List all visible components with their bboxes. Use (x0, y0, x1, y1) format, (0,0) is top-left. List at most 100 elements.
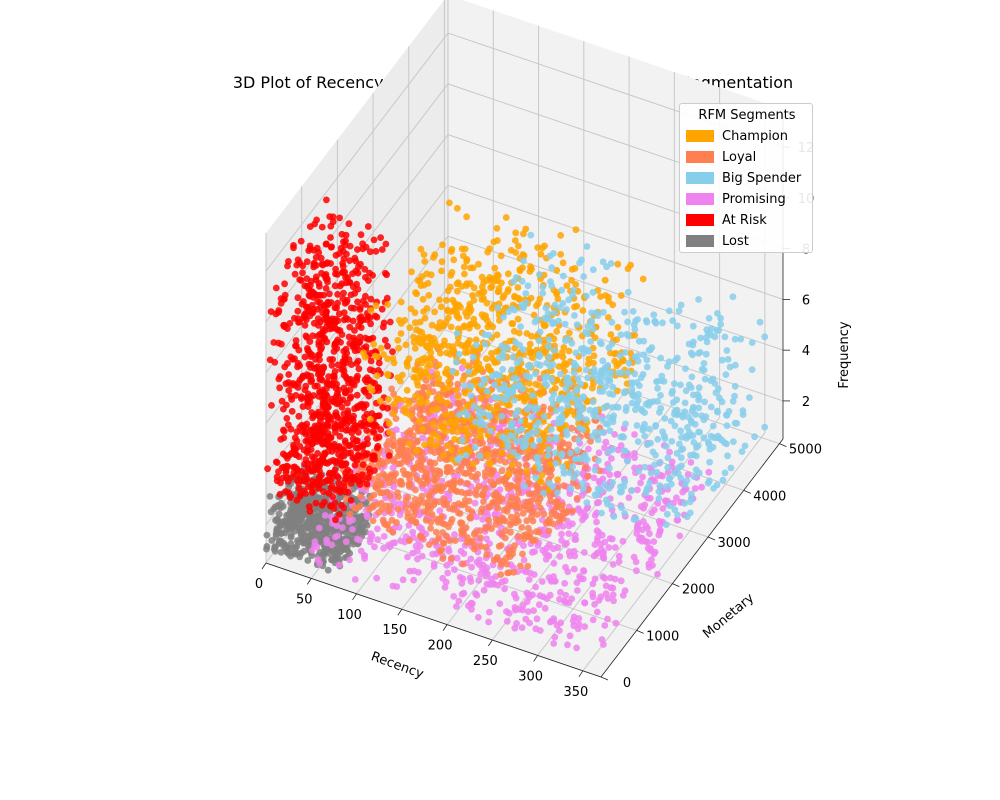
data-point (354, 451, 362, 459)
data-point (508, 366, 516, 374)
legend-item: Loyal (686, 149, 756, 165)
data-point (511, 306, 518, 314)
data-point (588, 317, 595, 325)
data-point (652, 422, 659, 430)
data-point (601, 444, 608, 452)
data-point (681, 399, 689, 407)
data-point (527, 231, 535, 239)
data-point (319, 261, 327, 269)
data-point (436, 396, 444, 404)
data-point (619, 537, 627, 545)
data-point (462, 452, 470, 459)
data-point (425, 389, 432, 397)
y-tick (779, 443, 787, 448)
data-point (468, 563, 475, 571)
data-point (576, 400, 583, 407)
data-point (634, 526, 641, 533)
data-point (570, 565, 578, 573)
data-point (370, 340, 378, 348)
data-point (375, 412, 383, 420)
data-point (514, 315, 522, 323)
data-point (434, 434, 442, 442)
data-point (324, 404, 331, 412)
data-point (604, 420, 612, 428)
data-point (448, 426, 456, 434)
data-point (589, 616, 597, 624)
data-point (496, 518, 504, 526)
data-point (340, 347, 348, 355)
data-point (354, 357, 362, 365)
data-point (410, 576, 417, 584)
data-point (535, 382, 543, 389)
data-point (508, 423, 516, 431)
data-point (590, 352, 598, 360)
data-point (386, 429, 393, 436)
data-point (302, 303, 310, 311)
y-tick (743, 489, 751, 494)
data-point (272, 284, 280, 292)
data-point (659, 505, 667, 512)
data-point (311, 435, 318, 443)
data-point (568, 276, 575, 284)
legend-item: Champion (686, 128, 788, 144)
data-point (439, 574, 447, 582)
data-point (429, 550, 436, 558)
data-point (324, 566, 332, 574)
data-point (493, 224, 501, 232)
data-point (721, 333, 729, 341)
data-point (404, 429, 411, 437)
legend: RFM Segments Champion Loyal Big Spender Pro… (679, 103, 813, 253)
data-point (340, 446, 348, 453)
data-point (369, 503, 376, 510)
data-point (534, 299, 542, 307)
data-point (566, 380, 574, 388)
data-point (425, 292, 433, 299)
data-point (535, 337, 543, 345)
data-point (277, 537, 284, 545)
data-point (547, 472, 555, 480)
data-point (400, 406, 408, 414)
data-point (532, 583, 539, 591)
data-point (509, 353, 517, 361)
data-point (591, 466, 599, 474)
data-point (714, 408, 721, 416)
data-point (637, 479, 644, 487)
data-point (614, 323, 622, 331)
data-point (610, 597, 617, 605)
data-point (498, 578, 506, 586)
data-point (436, 296, 443, 304)
data-point (690, 391, 697, 399)
data-point (531, 318, 539, 326)
data-point (601, 575, 609, 582)
data-point (367, 494, 375, 502)
data-point (316, 283, 323, 290)
data-point (370, 452, 378, 460)
data-point (545, 336, 553, 343)
data-point (525, 379, 533, 387)
data-point (295, 539, 302, 546)
data-point (440, 540, 447, 547)
data-point (315, 524, 323, 532)
data-point (517, 323, 524, 330)
data-point (600, 641, 607, 648)
data-point (483, 387, 491, 395)
data-point (681, 499, 689, 507)
data-point (458, 526, 465, 534)
data-point (731, 361, 739, 369)
data-point (452, 420, 460, 428)
data-point (390, 483, 398, 491)
data-point (498, 467, 506, 475)
data-point (642, 317, 650, 324)
data-point (572, 362, 580, 370)
data-point (518, 624, 526, 631)
y-tick-label: 4000 (753, 489, 786, 504)
data-point (388, 385, 395, 393)
data-point (605, 293, 612, 301)
data-point (336, 214, 343, 222)
data-point (366, 384, 374, 392)
data-point (662, 521, 670, 528)
data-point (570, 474, 577, 482)
data-point (428, 488, 436, 495)
data-point (561, 320, 569, 328)
data-point (502, 214, 510, 221)
